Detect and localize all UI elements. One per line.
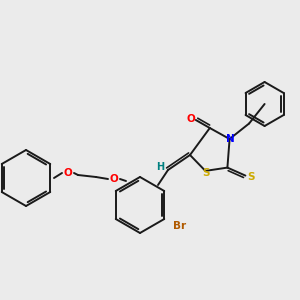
Text: N: N xyxy=(226,134,235,144)
Text: O: O xyxy=(64,168,72,178)
Text: H: H xyxy=(156,162,164,172)
Text: S: S xyxy=(248,172,255,182)
Text: O: O xyxy=(186,114,195,124)
Text: O: O xyxy=(110,174,118,184)
Text: S: S xyxy=(203,168,210,178)
Text: Br: Br xyxy=(173,221,187,231)
